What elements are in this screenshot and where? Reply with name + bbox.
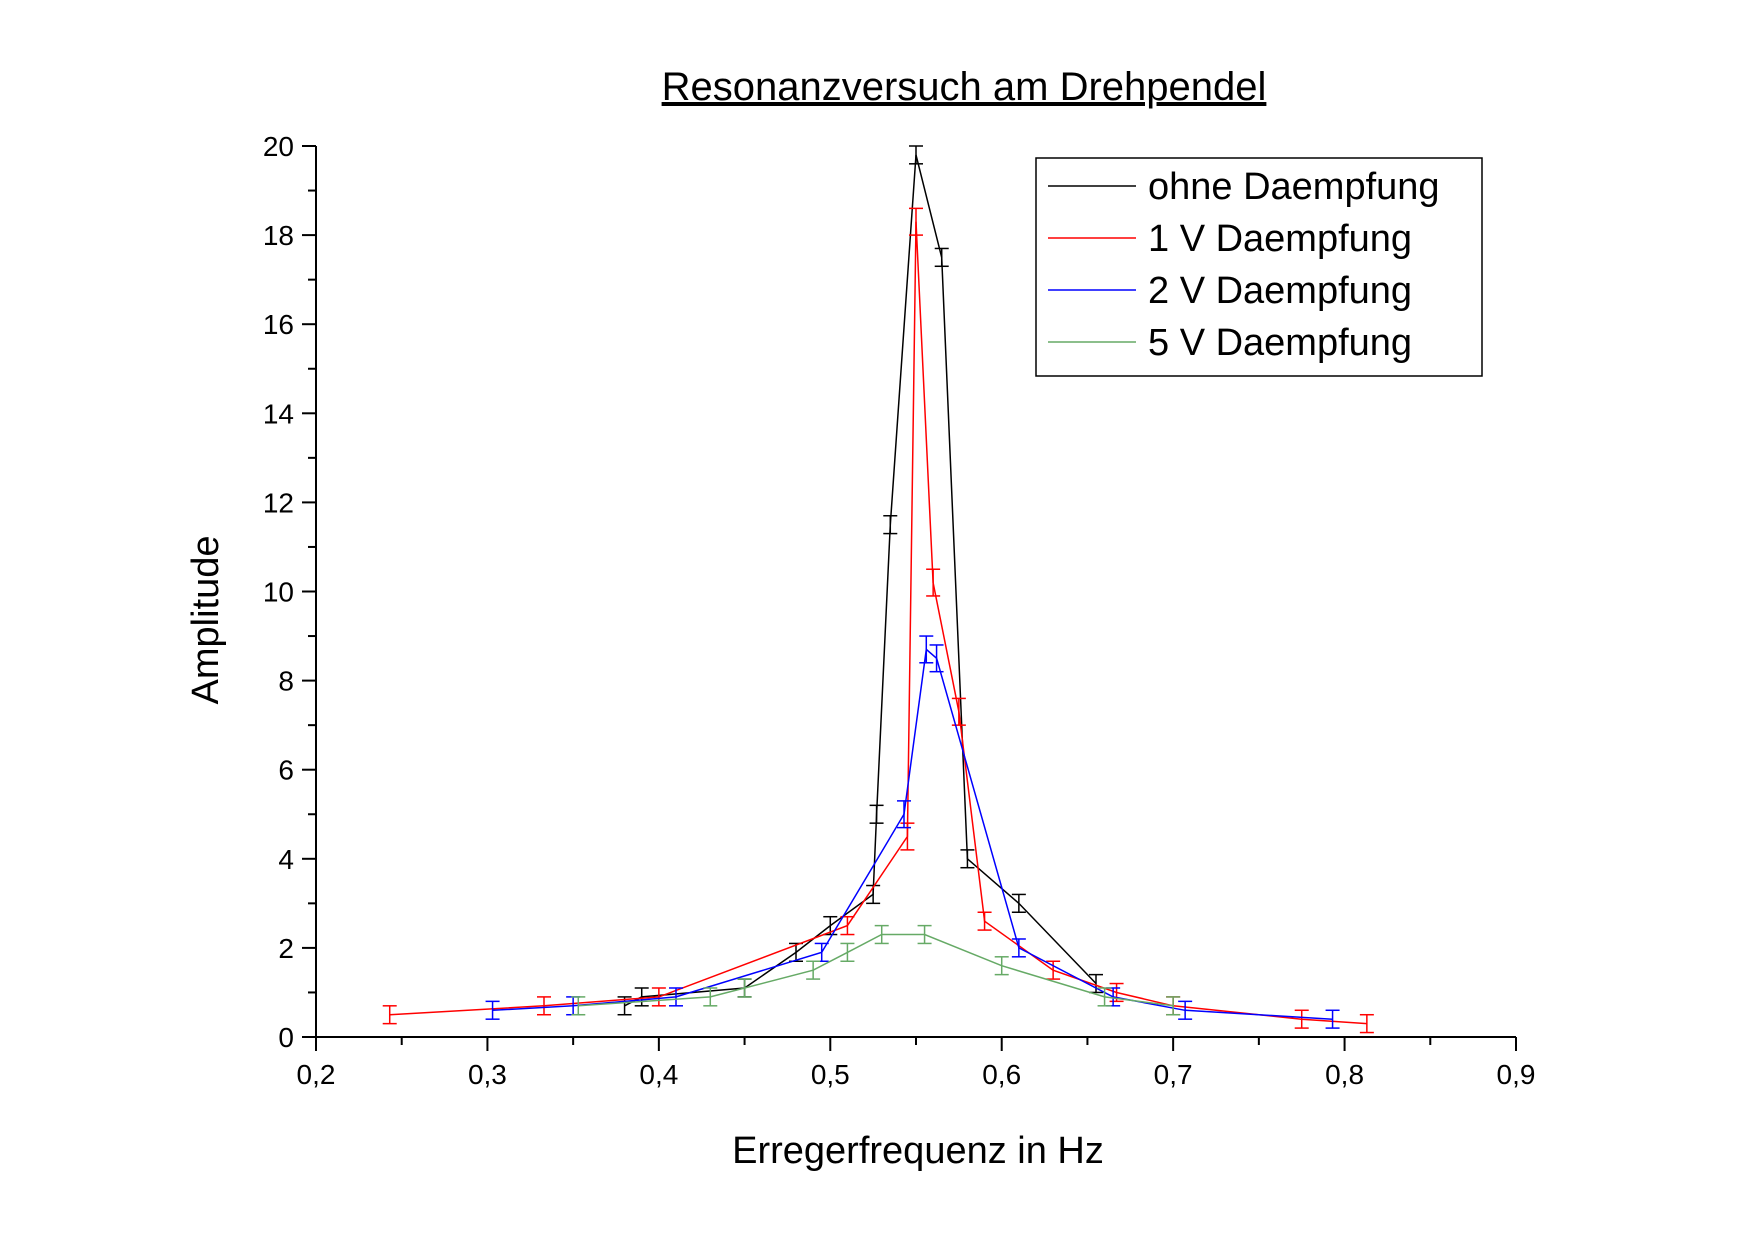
y-tick-label: 18 (263, 220, 294, 251)
y-tick-label: 0 (278, 1022, 294, 1053)
legend-item: 2 V Daempfung (1048, 270, 1412, 312)
y-tick-label: 2 (278, 933, 294, 964)
y-tick-label: 10 (263, 577, 294, 608)
data-point (934, 247, 949, 268)
data-point (977, 911, 992, 931)
data-point (1294, 1009, 1309, 1029)
series-1 (382, 207, 1374, 1034)
y-tick-label: 6 (278, 755, 294, 786)
data-point (994, 956, 1009, 976)
series-line (492, 647, 1333, 1020)
data-point (951, 697, 966, 726)
legend-label: 5 V Daempfung (1148, 322, 1412, 364)
data-point (1325, 1009, 1340, 1029)
data-point (571, 996, 586, 1016)
data-point (1046, 960, 1061, 980)
x-tick-label: 0,5 (811, 1059, 850, 1090)
data-point (869, 804, 884, 824)
data-point (1359, 1013, 1374, 1034)
x-axis-title: Erregerfrequenz in Hz (732, 1130, 1104, 1172)
legend-label: ohne Daempfung (1148, 166, 1440, 208)
series-line (624, 154, 1097, 1007)
x-tick-label: 0,7 (1154, 1059, 1193, 1090)
legend-box (1035, 157, 1483, 377)
data-point (634, 987, 649, 1007)
x-axis: 0,2 0,3 0,4 0,5 0,6 0,7 0,8 0,9 (297, 1037, 1536, 1090)
series-2 (485, 635, 1340, 1029)
series-0 (617, 145, 1103, 1016)
data-point (651, 987, 666, 1007)
data-point (874, 924, 889, 945)
data-point (806, 960, 821, 980)
legend-item: 5 V Daempfung (1048, 322, 1412, 364)
data-point (1011, 893, 1026, 914)
y-tick-label: 20 (263, 131, 294, 162)
x-tick-label: 0,2 (297, 1059, 336, 1090)
y-axis: 0 2 4 6 8 10 12 14 16 18 20 (263, 131, 316, 1053)
x-tick-label: 0,6 (982, 1059, 1021, 1090)
legend: ohne Daempfung 1 V Daempfung 2 V Daempfung… (1035, 157, 1483, 377)
data-point (1097, 987, 1112, 1007)
data-point (1178, 1000, 1193, 1020)
data-point (917, 924, 932, 945)
x-tick-label: 0,3 (468, 1059, 507, 1090)
data-point (1011, 938, 1026, 958)
data-point (897, 800, 911, 829)
data-point (929, 644, 944, 673)
series-3 (571, 924, 1181, 1016)
data-point (703, 987, 718, 1007)
legend-label: 2 V Daempfung (1148, 270, 1412, 312)
legend-item: 1 V Daempfung (1048, 218, 1412, 260)
data-point (840, 942, 855, 963)
data-point (909, 207, 923, 236)
series-line (578, 933, 1174, 1007)
y-tick-label: 8 (278, 666, 294, 697)
chart-title: Resonanzversuch am Drehpendel (662, 65, 1267, 109)
data-point (926, 568, 941, 597)
x-tick-label: 0,4 (639, 1059, 678, 1090)
data-point (485, 1000, 500, 1020)
y-tick-label: 16 (263, 309, 294, 340)
series-layer (382, 145, 1374, 1034)
data-point (737, 978, 752, 998)
data-point (669, 987, 683, 1007)
legend-item: ohne Daempfung (1048, 166, 1440, 208)
data-point (919, 635, 934, 664)
data-point (883, 515, 898, 535)
data-point (909, 145, 923, 165)
legend-label: 1 V Daempfung (1148, 218, 1412, 260)
x-tick-label: 0,9 (1497, 1059, 1536, 1090)
series-line (389, 221, 1367, 1025)
data-point (960, 849, 975, 869)
y-tick-label: 12 (263, 487, 294, 518)
data-point (537, 996, 551, 1016)
y-axis-title: Amplitude (185, 536, 227, 705)
data-point (814, 942, 829, 963)
y-tick-label: 14 (263, 398, 294, 429)
data-point (1166, 996, 1181, 1016)
data-point (382, 1005, 397, 1025)
x-tick-label: 0,8 (1325, 1059, 1364, 1090)
y-tick-label: 4 (278, 844, 294, 875)
